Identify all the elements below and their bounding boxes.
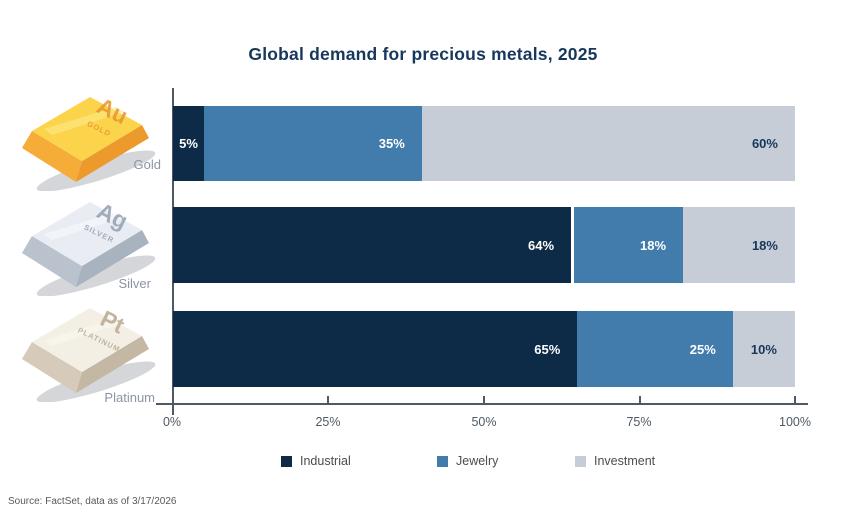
metal-label-platinum: Platinum [104,390,155,405]
segment-value-label: 25% [689,341,716,357]
x-tick-label-25: 25% [315,415,341,429]
legend-label-investment: Investment [594,454,656,468]
legend-item-investment: Investment [575,454,655,468]
segment-silver-investment: 18% [683,207,795,283]
segment-value-label: 64% [528,237,555,253]
x-tick-label-75: 75% [626,415,652,429]
x-axis-tick-25 [327,396,329,403]
bar-row-platinum: 65% 25% 10% [173,311,795,387]
x-axis-tick-75 [639,396,641,403]
segment-gold-industrial: 5% [173,106,205,181]
source-note: Source: FactSet, data as of 3/17/2026 [8,496,177,507]
gold-ingot-icon: Au GOLD [22,92,156,191]
x-tick-label-100: 100% [779,415,811,429]
bar-row-gold: 5% 35% 60% [173,106,795,181]
metal-row-silver: Ag SILVER Silver [12,190,165,296]
legend-swatch-investment-icon [575,455,586,467]
legend-swatch-industrial-icon [281,455,292,467]
segment-value-label: 10% [750,341,777,357]
segment-value-label: 18% [640,237,667,253]
segment-platinum-investment: 10% [732,311,795,387]
metal-row-platinum: Pt PLATINUM Platinum [12,296,165,405]
segment-silver-industrial: 64% [173,207,572,283]
x-tick-label-0: 0% [162,415,182,429]
x-axis-line [156,403,808,405]
legend-swatch-jewelry-icon [437,455,448,467]
segment-value-label: 65% [534,341,561,357]
segment-platinum-jewelry: 25% [577,311,733,387]
legend-item-industrial: Industrial [281,454,351,468]
platinum-ingot-icon: Pt PLATINUM [22,305,156,402]
segment-gold-investment: 60% [421,106,795,181]
x-axis-tick-50 [483,396,485,403]
legend-item-jewelry: Jewelry [437,454,498,468]
bar-row-silver: 64% 18% 18% [173,207,795,283]
metal-label-gold: Gold [133,157,161,172]
metal-row-gold: Au GOLD Gold [12,85,165,191]
segment-value-label: 60% [751,136,778,151]
segment-value-label: 35% [378,136,405,151]
x-axis-tick-100 [794,396,796,403]
legend-label-jewelry: Jewelry [456,454,499,468]
x-tick-label-50: 50% [471,415,497,429]
segment-value-label: 18% [751,237,778,253]
segment-value-label: 5% [179,136,198,151]
legend-label-industrial: Industrial [300,454,351,468]
segment-platinum-industrial: 65% [173,311,578,387]
silver-ingot-icon: Ag SILVER [22,197,156,296]
segment-silver-jewelry: 18% [571,207,684,283]
metal-label-silver: Silver [118,276,151,291]
segment-gold-jewelry: 35% [204,106,422,181]
chart-title: Global demand for precious metals, 2025 [248,44,598,64]
